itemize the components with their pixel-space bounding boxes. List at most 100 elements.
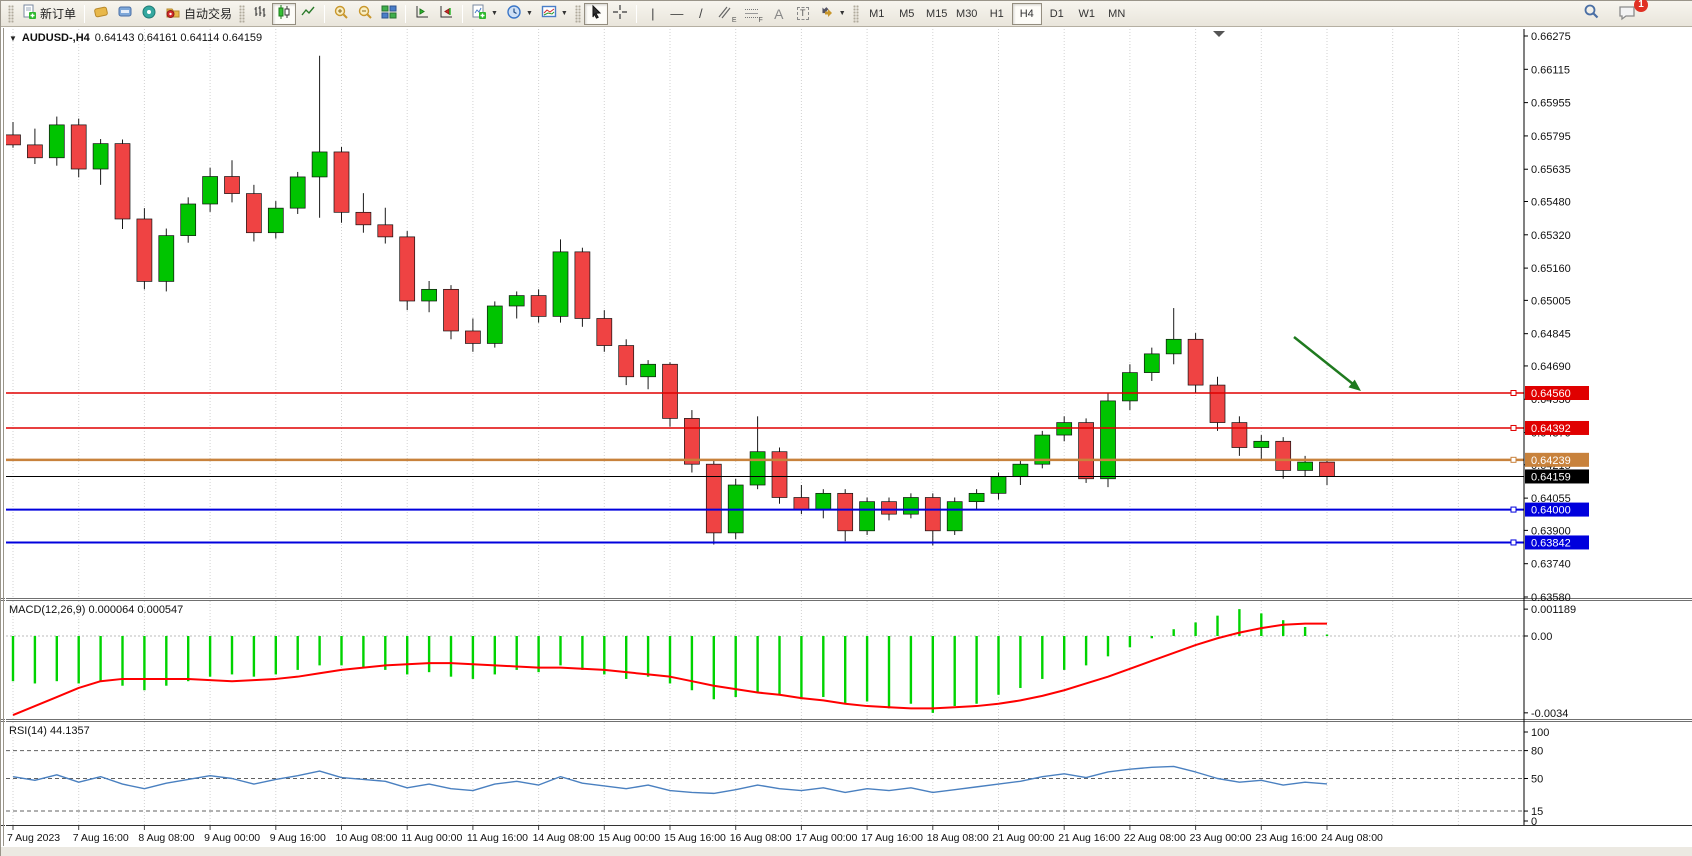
text-label-button[interactable]: T (791, 3, 815, 25)
crosshair-button[interactable] (608, 3, 632, 25)
zoom-in-icon (333, 4, 349, 23)
zoom-out-button[interactable] (353, 3, 377, 25)
auto-scroll-button[interactable] (410, 3, 434, 25)
dropdown-caret-icon: ▼ (838, 10, 846, 17)
search-icon (1582, 3, 1600, 24)
toolbar: 新订单 自动交易 (1, 0, 1692, 27)
indicators-button[interactable]: ▼ (467, 3, 502, 25)
zoom-in-button[interactable] (329, 3, 353, 25)
svg-text:0.64055: 0.64055 (1531, 493, 1571, 505)
chart-shift-button[interactable] (434, 3, 458, 25)
svg-text:7 Aug 2023: 7 Aug 2023 (7, 832, 60, 844)
tile-windows-icon (381, 4, 397, 23)
arrows-icon (819, 4, 835, 23)
svg-text:0.64239: 0.64239 (1531, 455, 1571, 467)
toolbar-separator (462, 4, 464, 23)
timeframe-w1-button[interactable]: W1 (1072, 3, 1102, 25)
svg-text:0.001189: 0.001189 (1531, 604, 1576, 616)
timeframe-m5-button[interactable]: M5 (892, 3, 922, 25)
bar-chart-icon (252, 4, 268, 23)
svg-text:11 Aug 00:00: 11 Aug 00:00 (401, 832, 462, 844)
cursor-button[interactable] (583, 2, 608, 25)
svg-text:9 Aug 16:00: 9 Aug 16:00 (270, 832, 326, 844)
text-button[interactable]: A (767, 3, 791, 25)
svg-text:0.64690: 0.64690 (1531, 361, 1571, 373)
svg-text:17 Aug 00:00: 17 Aug 00:00 (795, 832, 857, 844)
zoom-out-icon (357, 4, 373, 23)
autotrading-icon (165, 4, 181, 23)
svg-text:23 Aug 00:00: 23 Aug 00:00 (1190, 832, 1252, 844)
svg-text:0.63842: 0.63842 (1531, 537, 1571, 549)
svg-text:22 Aug 08:00: 22 Aug 08:00 (1124, 832, 1186, 844)
toolbar-grip[interactable] (239, 4, 246, 23)
price-chart[interactable]: 0.66275 0.66115 0.65955 0.65795 0.65635 0.654… (1, 27, 1692, 856)
fibonacci-icon (744, 9, 758, 18)
rsi-indicator-label: RSI(14) 44.1357 (9, 725, 90, 737)
timeframe-m30-button[interactable]: M30 (952, 3, 982, 25)
autotrading-button[interactable]: 自动交易 (161, 3, 236, 25)
svg-text:14 Aug 08:00: 14 Aug 08:00 (533, 832, 595, 844)
indicators-icon (471, 4, 487, 23)
svg-text:11 Aug 16:00: 11 Aug 16:00 (467, 832, 528, 844)
svg-text:24 Aug 08:00: 24 Aug 08:00 (1321, 832, 1383, 844)
chart-ohlc-values: 0.64143 0.64161 0.64114 0.64159 (94, 32, 263, 44)
trendline-button[interactable]: / (689, 3, 713, 25)
timeframe-mn-button[interactable]: MN (1102, 3, 1132, 25)
market-watch-button[interactable] (89, 3, 113, 25)
svg-text:0.66115: 0.66115 (1531, 64, 1570, 76)
dropdown-caret-icon: ▼ (525, 10, 533, 17)
candlestick-icon (276, 4, 292, 23)
periods-button[interactable]: ▼ (502, 3, 537, 25)
chart-menu-icon[interactable]: ▼ (9, 33, 17, 43)
vertical-line-button[interactable]: | (641, 3, 665, 25)
auto-scroll-icon (414, 4, 430, 23)
svg-text:0.65005: 0.65005 (1531, 295, 1571, 307)
toolbar-separator (324, 4, 326, 23)
channel-icon (717, 5, 731, 22)
terminal-button[interactable] (113, 3, 137, 25)
templates-button[interactable]: ▼ (537, 3, 572, 25)
line-chart-button[interactable] (296, 3, 320, 25)
notification-badge[interactable]: 1 (1634, 0, 1648, 12)
svg-text:0.63580: 0.63580 (1531, 592, 1571, 604)
svg-text:17 Aug 16:00: 17 Aug 16:00 (861, 832, 923, 844)
toolbar-grip[interactable] (8, 4, 14, 23)
chart-symbol: AUDUSD-,H4 (21, 32, 90, 44)
tile-windows-button[interactable] (377, 3, 401, 25)
toolbar-grip[interactable] (852, 4, 859, 23)
svg-text:0.65480: 0.65480 (1531, 196, 1571, 208)
svg-text:-0.0034: -0.0034 (1531, 708, 1568, 720)
toolbar-separator (405, 4, 407, 23)
timeframe-m15-button[interactable]: M15 (922, 3, 952, 25)
svg-text:8 Aug 08:00: 8 Aug 08:00 (138, 832, 194, 844)
new-order-label: 新订单 (40, 7, 77, 21)
svg-text:0.64845: 0.64845 (1531, 329, 1571, 341)
bar-chart-button[interactable] (248, 3, 272, 25)
horizontal-line-button[interactable]: — (665, 3, 689, 25)
candlestick-chart-button[interactable] (272, 2, 297, 25)
signal-button[interactable] (137, 3, 161, 25)
svg-text:9 Aug 00:00: 9 Aug 00:00 (204, 832, 260, 844)
svg-text:0.66275: 0.66275 (1531, 31, 1571, 43)
svg-text:7 Aug 16:00: 7 Aug 16:00 (73, 832, 129, 844)
timeframe-h1-button[interactable]: H1 (982, 3, 1012, 25)
toolbar-grip[interactable] (574, 4, 581, 23)
svg-text:100: 100 (1531, 727, 1549, 739)
timeframe-d1-button[interactable]: D1 (1042, 3, 1072, 25)
svg-text:18 Aug 08:00: 18 Aug 08:00 (927, 832, 989, 844)
timeframe-m1-button[interactable]: M1 (862, 3, 892, 25)
cursor-arrow-icon (588, 4, 604, 23)
line-chart-icon (300, 4, 316, 23)
svg-text:0.63740: 0.63740 (1531, 559, 1571, 571)
svg-text:0.64000: 0.64000 (1531, 505, 1571, 517)
toolbar-separator (84, 4, 86, 23)
svg-text:21 Aug 16:00: 21 Aug 16:00 (1058, 832, 1120, 844)
equidistant-channel-button[interactable]: E (713, 3, 741, 25)
fibonacci-button[interactable]: F (741, 3, 767, 25)
timeframe-h4-button[interactable]: H4 (1011, 2, 1042, 25)
arrows-button[interactable]: ▼ (815, 3, 850, 25)
new-order-icon (21, 4, 37, 23)
search-button[interactable] (1578, 3, 1604, 25)
new-order-button[interactable]: 新订单 (17, 3, 80, 25)
svg-text:23 Aug 16:00: 23 Aug 16:00 (1255, 832, 1317, 844)
